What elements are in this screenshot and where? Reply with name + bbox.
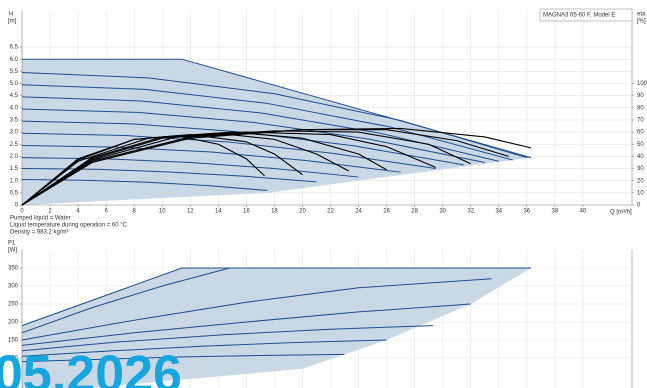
x-tick-label: 30 [439,209,446,215]
y-tick-label: 150 [8,338,19,344]
x-tick-label: 20 [299,209,306,215]
curve [21,353,345,363]
y-label: H [9,12,13,18]
curve [21,144,401,173]
y-tick-label: 0 [15,203,19,209]
x-tick-label: 2 [48,209,52,215]
y-tick-label: 5.5 [10,69,19,75]
y2-tick-label: 60 [637,130,644,136]
y2-tick-label: 40 [637,154,644,160]
note: Liquid temperature during operation = 60… [10,223,128,229]
y-tick-label: 2.0 [10,154,19,160]
curve [21,339,387,357]
y2-tick-label: 0 [637,203,641,209]
plots: 00.51.52.53.54.55.56.5010203040506070809… [8,10,647,388]
y2-tick-label: 30 [637,166,644,172]
y-tick-label: 6.5 [10,45,19,51]
plot: 100 150 200 250 300 350 [8,250,633,388]
x-tick-label: 22 [327,209,334,215]
y-tick-label: 3.5 [10,118,19,124]
y-tick-label: 1.0 [10,178,19,184]
x-tick-label: 16 [243,209,250,215]
x-tick-label: 4 [76,209,80,215]
y-tick-label: 300 [8,284,19,290]
y-label: P1 [8,241,16,247]
x-tick-label: 36 [523,209,530,215]
y-tick-label: 5.0 [10,81,19,87]
x-tick-label: 24 [355,209,362,215]
x-tick-label: 38 [552,209,559,215]
curve [21,325,433,352]
x-tick-label: 28 [411,209,418,215]
x-tick-label: 26 [383,209,390,215]
y2-tick-label: 70 [637,118,644,124]
y-tick-label: 0.5 [10,190,19,196]
y2-tick-label: 80 [637,105,644,111]
x-tick-label: 32 [467,209,474,215]
x-label: Q [m³/h] [610,210,632,216]
y-tick-label: 4.0 [10,105,19,111]
y2-tick-label: 90 [637,93,644,99]
title-box [539,8,633,22]
y-unit: [m] [8,19,17,25]
y2-label: eta [637,12,646,18]
curve [21,303,471,346]
curve [21,267,230,334]
x-tick-label: 18 [271,209,278,215]
efficiency-curve [21,129,509,206]
y-tick-label: 6.0 [10,57,19,63]
y2-tick-label: 50 [637,142,644,148]
watermark: 05.2026 [0,346,182,388]
y-tick-label: 2.5 [10,142,19,148]
curve [21,267,532,327]
y-tick-label: 100 [8,356,19,362]
curve [21,168,317,183]
curve [21,108,485,163]
x-tick-label: 40 [580,209,587,215]
y-tick-label: 1.5 [10,166,19,172]
x-tick-label: 6 [104,209,108,215]
x-tick-label: 12 [187,209,194,215]
efficiency-curve [21,135,265,206]
plot: 00.51.52.53.54.55.56.5010203040506070809… [10,10,647,215]
curve [21,84,513,161]
y2-tick-label: 10 [637,190,644,196]
x-tick-label: 10 [159,209,166,215]
y-tick-label: 3.0 [10,130,19,136]
x-tick-label: 0 [20,209,24,215]
y-tick-label: 4.5 [10,93,19,99]
x-tick-label: 8 [133,209,137,215]
efficiency-curve [21,131,387,206]
y-tick-label: 250 [8,302,19,308]
efficiency-curve [21,132,349,206]
efficiency-curve [21,130,471,206]
x-tick-label: 14 [215,209,222,215]
y-tick-label: 200 [8,320,19,326]
curve [21,278,492,341]
efficiency-curve [21,133,303,206]
y-tick-label: 350 [8,266,19,272]
y2-tick-label: 20 [637,178,644,184]
efficiency-curve [21,131,436,206]
note: Pumped liquid = Water [10,216,71,222]
note: Density = 983.2 kg/m³ [10,230,69,236]
y2-tick-label: 100 [637,81,647,87]
chart-title: MAGNA3 65-60 F, Model E [543,13,615,19]
x-tick-label: 34 [495,209,502,215]
y-unit: [W] [8,248,17,254]
y2-unit: [%] [637,19,646,25]
